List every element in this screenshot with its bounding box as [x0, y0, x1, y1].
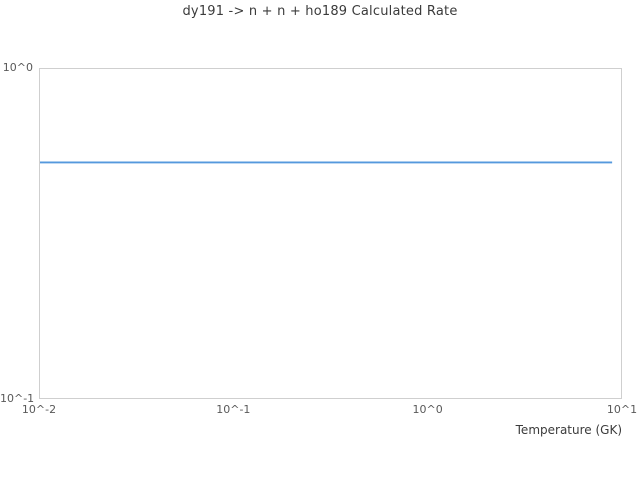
y-tick-label: 10^0 — [2, 61, 33, 74]
x-tick-label: 10^-1 — [216, 403, 251, 416]
x-tick-label: 10^0 — [412, 403, 443, 416]
y-tick-label: 10^-1 — [0, 392, 35, 405]
chart-title: dy191 -> n + n + ho189 Calculated Rate — [182, 4, 458, 19]
x-tick-label: 10^1 — [606, 403, 638, 416]
plot-area — [39, 68, 622, 399]
x-axis-label: Temperature (GK) — [515, 423, 622, 437]
x-tick-label: 10^-2 — [21, 403, 57, 416]
rate-line-layer — [40, 161, 613, 164]
